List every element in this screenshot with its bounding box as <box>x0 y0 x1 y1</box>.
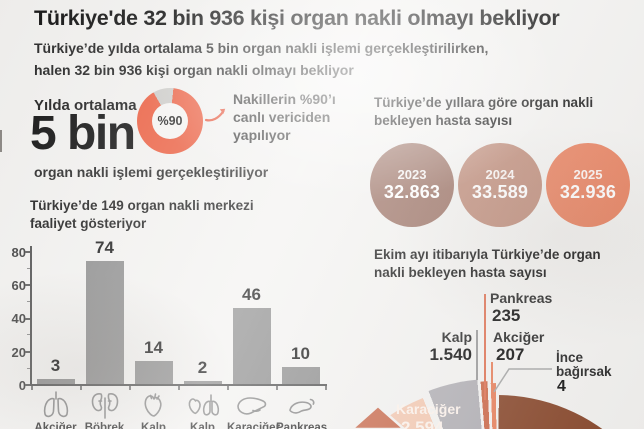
bar-slot: 14 <box>129 228 178 384</box>
bar-chart: 3 74 14 2 46 10 <box>31 228 325 384</box>
donut-note-line-3: yapılıyor <box>233 127 291 143</box>
y-axis-label: 0 <box>18 378 26 393</box>
y-tick-minor <box>27 334 30 335</box>
edge-artifact <box>0 130 2 152</box>
bar-value: 46 <box>242 285 261 304</box>
subtitle-line-2: halen 32 bin 936 kişi organ nakli olmayı… <box>34 62 354 78</box>
y-tick-minor <box>27 268 30 269</box>
bar-value: 10 <box>291 344 310 363</box>
pie-label-small-intestine-line-2: bağırsak <box>556 364 612 379</box>
bar-x-label: Akciğer <box>34 422 77 429</box>
years-heading-line-1: Türkiye’de yıllara göre organ nakli <box>374 95 594 110</box>
heart-icon <box>143 393 162 417</box>
bar-slot: 74 <box>80 228 129 384</box>
leader-line-pancreas <box>484 294 486 400</box>
bar-value: 2 <box>197 358 208 377</box>
subtitle-line-1: Türkiye’de yılda ortalama 5 bin organ na… <box>34 40 489 56</box>
waiting-heading-line-1: Ekim ayı itibarıyla Türkiye’de organ <box>374 247 601 262</box>
bar-x-labels: Akciğer Böbrek Kalp Kalp Akciğer Karaciğ… <box>31 422 328 429</box>
bar-slot: 46 <box>227 228 276 384</box>
leader-line-heart <box>476 330 478 380</box>
bar-slot: 2 <box>178 228 227 384</box>
annual-stat-label-bottom: organ nakli işlemi gerçekleştiriliyor <box>34 164 269 180</box>
bar-value: 14 <box>144 338 163 357</box>
y-axis-label: 40 <box>11 311 26 326</box>
bar-x-label: Kalp Akciğer <box>190 422 215 429</box>
heart-lung-icon <box>188 394 219 416</box>
y-tick <box>25 284 30 286</box>
year-label: 2024 <box>485 167 515 182</box>
year-value: 33.589 <box>471 182 529 202</box>
pie-value-small-intestine: 4 <box>557 378 566 395</box>
y-tick <box>25 251 30 253</box>
pie-label-liver: Karaciğer <box>396 401 461 417</box>
leader-line-small-intestine <box>493 368 552 393</box>
y-tick <box>25 384 30 386</box>
year-circle: 2024 33.589 <box>458 143 542 227</box>
bar-x-label: Karaciğer <box>227 422 281 429</box>
y-tick <box>25 318 30 320</box>
bar <box>232 308 271 384</box>
pie-label-heart: Kalp <box>441 329 472 345</box>
kidneys-icon <box>91 393 118 419</box>
page-title: Türkiye'de 32 bin 936 kişi organ nakli o… <box>34 6 560 30</box>
y-tick-minor <box>27 368 30 369</box>
bar-x-label: Pankreas <box>276 422 328 429</box>
bar <box>281 367 320 384</box>
pie-value-liver: 2.594 <box>401 418 444 429</box>
years-heading-line-2: bekleyen hasta sayısı <box>374 113 513 128</box>
lungs-icon <box>43 391 68 418</box>
bar-value: 74 <box>95 238 114 257</box>
y-tick <box>25 351 30 353</box>
pie-value-pancreas: 235 <box>492 306 521 325</box>
bar-slot: 3 <box>31 228 80 384</box>
annual-stat-big-number: 5 bin <box>30 107 136 160</box>
year-label: 2025 <box>573 167 603 182</box>
x-tick <box>325 386 327 390</box>
bar-x-label: Böbrek <box>84 422 125 429</box>
donut-note-line-1: Nakillerin %90’ı <box>233 91 336 107</box>
bar <box>36 379 75 384</box>
waiting-heading-line-2: nakli bekleyen hasta sayısı <box>374 265 547 280</box>
bar-slot: 10 <box>276 228 325 384</box>
year-label: 2023 <box>397 167 427 182</box>
pie-label-pancreas: Pankreas <box>490 290 553 306</box>
curved-arrow-icon <box>204 108 226 122</box>
pie-value-heart: 1.540 <box>429 345 472 364</box>
donut-note-line-2: canlı vericiden <box>233 109 331 125</box>
bar <box>85 261 124 384</box>
year-circle: 2025 32.936 <box>546 143 630 227</box>
y-tick-minor <box>27 301 30 302</box>
bar-x-label: Kalp <box>141 422 166 429</box>
year-value: 32.863 <box>383 182 441 202</box>
donut-center-label: %90 <box>152 103 188 139</box>
pancreas-icon <box>288 398 315 414</box>
liver-icon <box>236 397 266 415</box>
year-value: 32.936 <box>559 182 617 202</box>
donut-chart: %90 <box>137 88 203 154</box>
year-circle: 2023 32.863 <box>370 143 454 227</box>
bar <box>183 381 222 384</box>
y-axis-label: 20 <box>11 345 26 360</box>
bar-value: 3 <box>50 356 61 375</box>
y-axis-label: 60 <box>11 278 26 293</box>
pie-label-lung: Akciğer <box>493 329 545 345</box>
pie-label-small-intestine-line-1: İnce <box>556 350 584 365</box>
organ-icons-row <box>31 390 325 420</box>
centers-heading-line-1: Türkiye’de 149 organ nakli merkezi <box>30 198 254 213</box>
pie-value-lung: 207 <box>496 345 525 364</box>
y-axis-label: 80 <box>11 245 26 260</box>
bar <box>134 361 173 384</box>
